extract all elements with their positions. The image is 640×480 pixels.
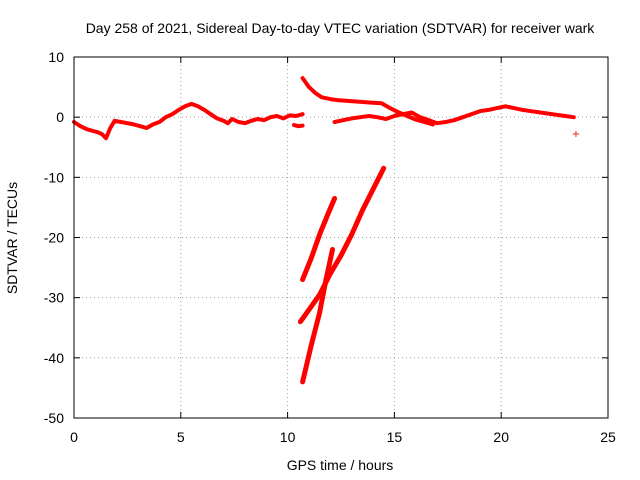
series-main-band-early bbox=[72, 101, 305, 141]
chart-title: Day 258 of 2021, Sidereal Day-to-day VTE… bbox=[86, 20, 596, 36]
plot-frame bbox=[73, 56, 609, 419]
series-isolated-dip bbox=[292, 123, 305, 129]
series-steep-short bbox=[300, 195, 338, 283]
x-tick-label: 20 bbox=[493, 429, 509, 445]
y-axis-label: SDTVAR / TECUs bbox=[4, 182, 20, 294]
y-tick-label: 0 bbox=[56, 109, 64, 125]
x-tick-label: 0 bbox=[70, 429, 78, 445]
x-tick-label: 5 bbox=[177, 429, 185, 445]
x-tick-label: 25 bbox=[600, 429, 616, 445]
x-tick-label: 15 bbox=[387, 429, 403, 445]
y-axis: 10 0 -10 -20 -30 -40 -50 bbox=[44, 49, 608, 426]
series-diagonal-long bbox=[297, 165, 387, 325]
y-tick-label: -40 bbox=[44, 350, 64, 366]
x-axis-label: GPS time / hours bbox=[287, 457, 394, 473]
y-tick-label: -10 bbox=[44, 169, 64, 185]
series-main-band-late bbox=[332, 104, 576, 126]
series-steep-long bbox=[300, 247, 335, 385]
series-group: + bbox=[72, 76, 580, 385]
x-tick-label: 10 bbox=[280, 429, 296, 445]
y-tick-label: 10 bbox=[48, 49, 64, 65]
series-outlier: + bbox=[572, 129, 580, 140]
series-decaying-branch bbox=[300, 76, 435, 127]
y-tick-label: -30 bbox=[44, 290, 64, 306]
y-tick-label: -50 bbox=[44, 410, 64, 426]
y-tick-label: -20 bbox=[44, 230, 64, 246]
x-axis: 0 5 10 15 20 25 bbox=[70, 57, 616, 445]
